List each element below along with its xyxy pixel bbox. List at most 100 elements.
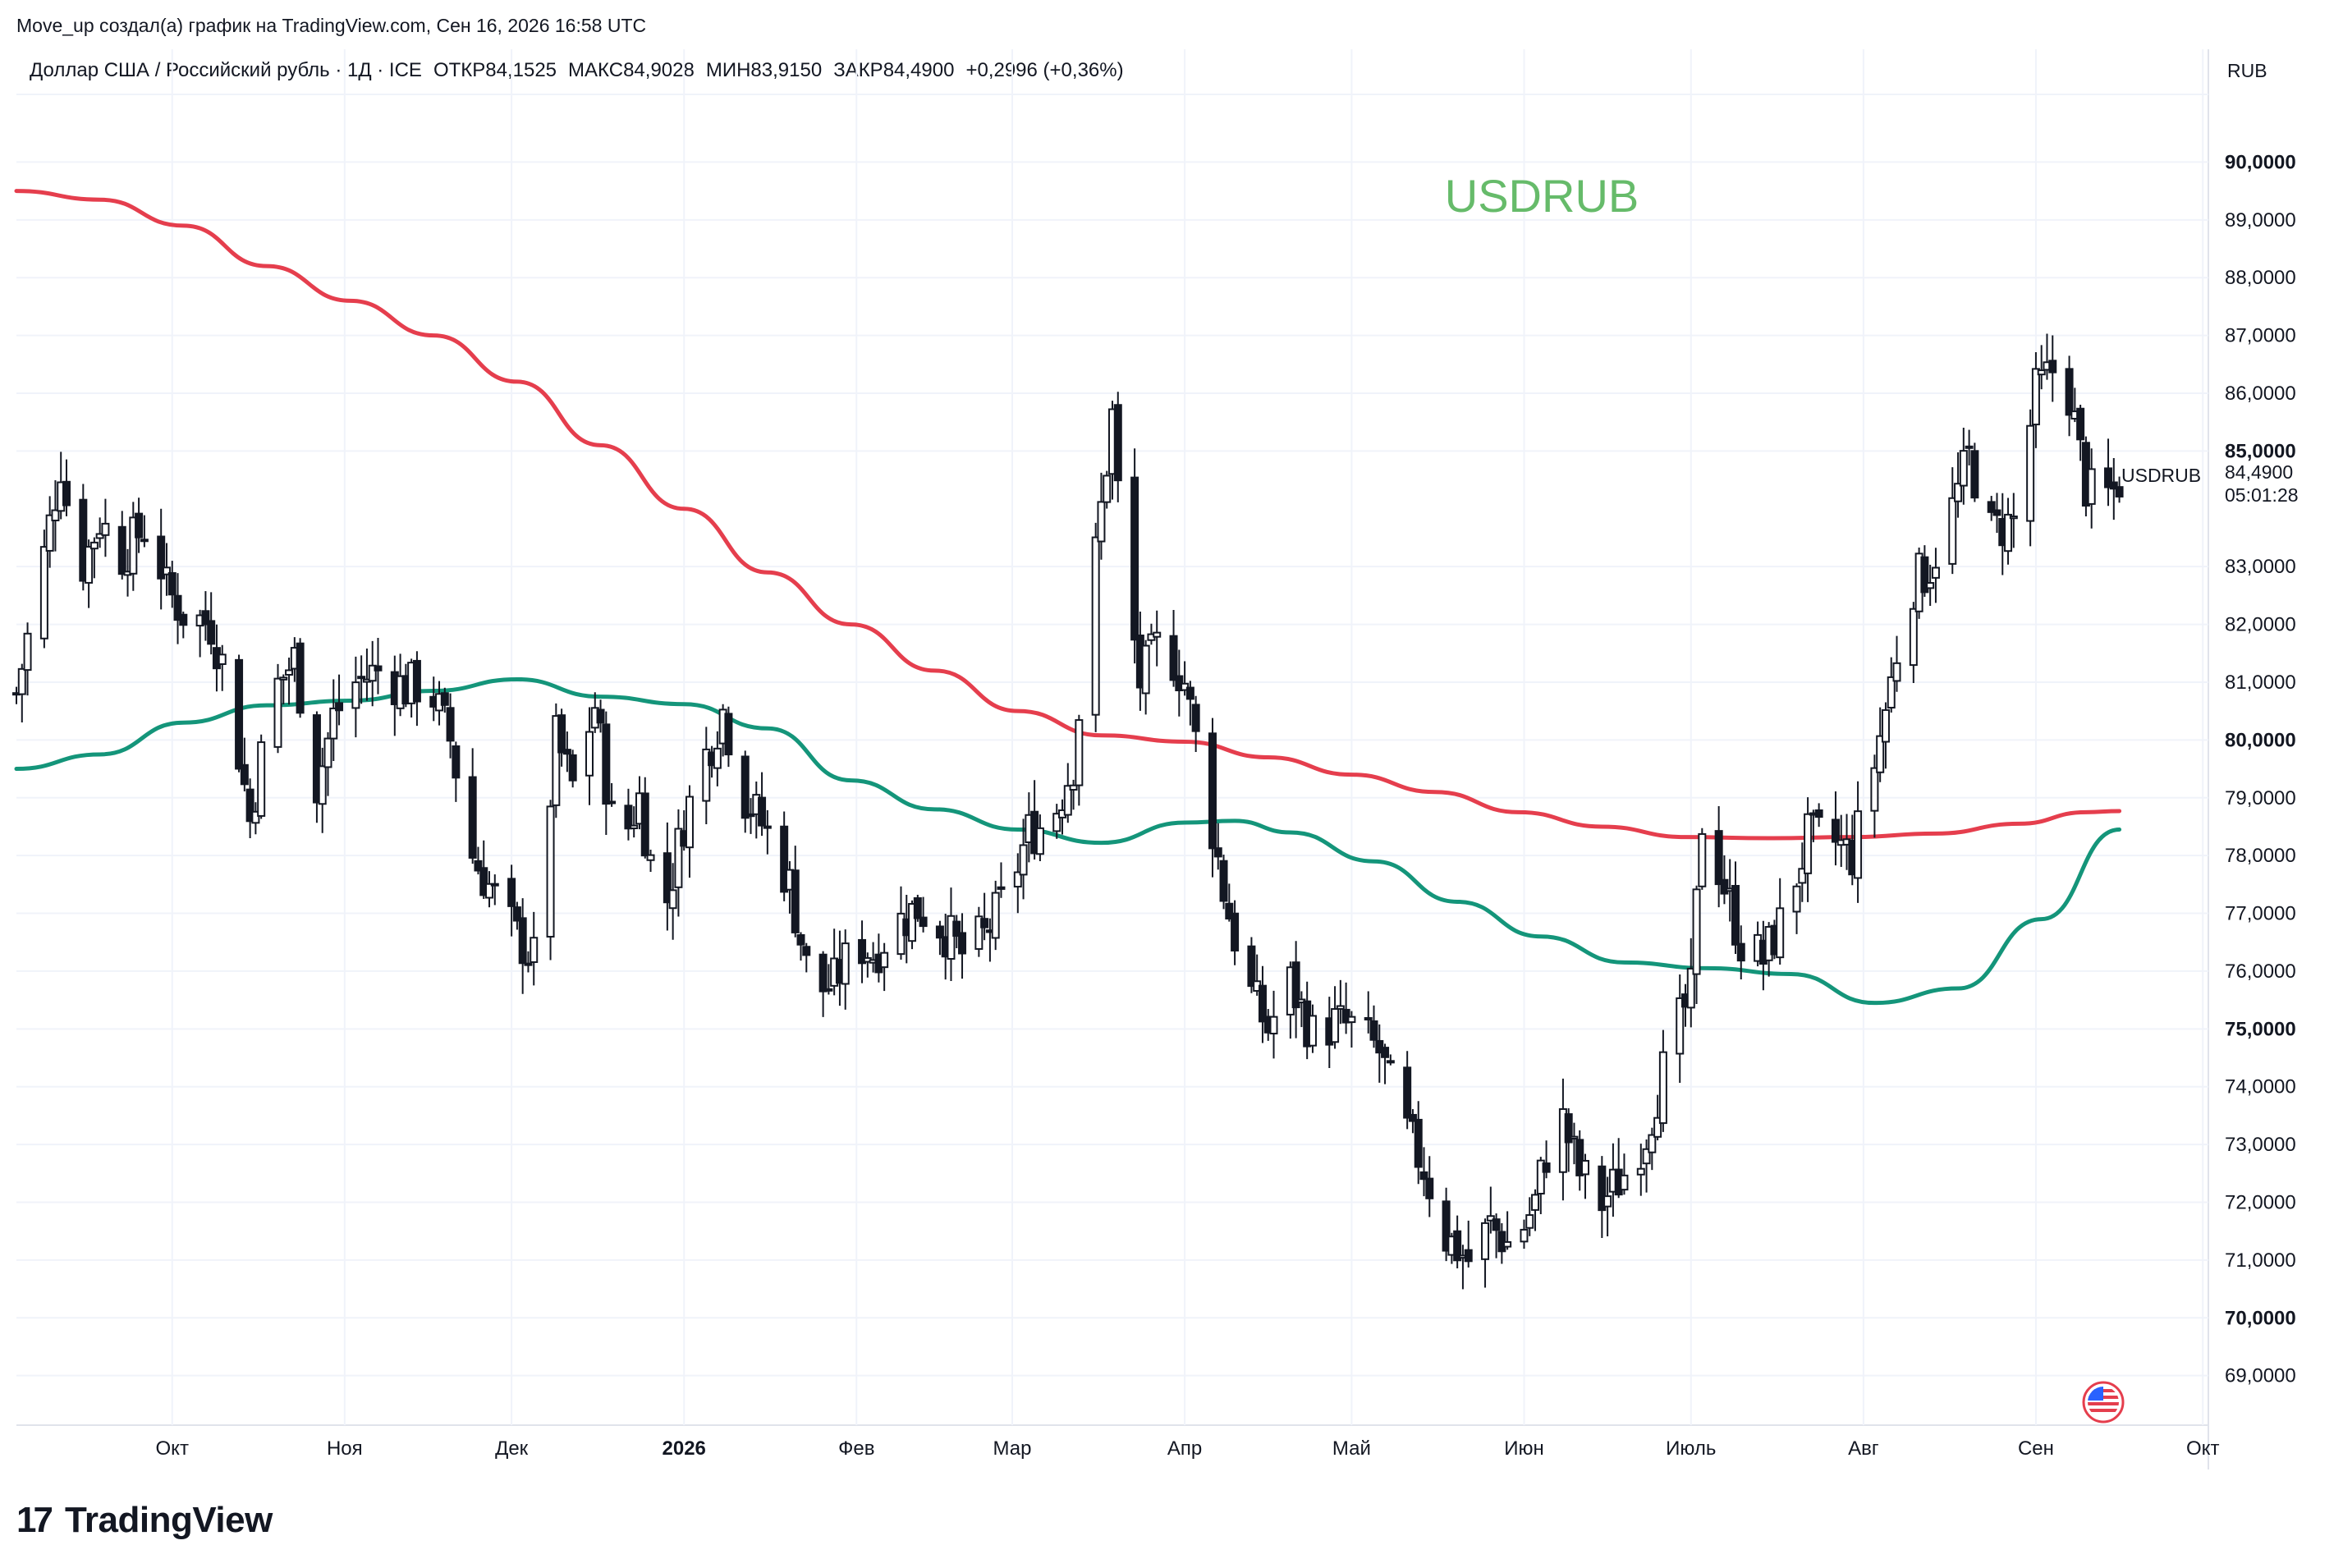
time-tick-label: Сен bbox=[2018, 1437, 2054, 1460]
price-tick-label: 74,0000 bbox=[2225, 1076, 2296, 1098]
candle-body bbox=[685, 795, 694, 849]
candle-body bbox=[1970, 450, 1979, 499]
candle-body bbox=[329, 707, 338, 740]
candle-body bbox=[140, 539, 149, 543]
candle-body bbox=[1854, 810, 1863, 879]
symbol-description[interactable]: Доллар США / Российский рубль · 1Д · ICE bbox=[30, 59, 422, 81]
candle-body bbox=[257, 741, 266, 817]
candle-body bbox=[1648, 1134, 1657, 1153]
candle-body bbox=[758, 796, 767, 827]
candle-body bbox=[1403, 1066, 1412, 1119]
candle-body bbox=[568, 754, 577, 782]
candle-body bbox=[446, 707, 455, 742]
candle-body bbox=[1258, 984, 1267, 1023]
tradingview-wordmark: TradingView bbox=[64, 1500, 273, 1540]
candle-body bbox=[85, 546, 94, 584]
candle-body bbox=[646, 854, 655, 861]
time-tick-label: Июль bbox=[1666, 1437, 1716, 1460]
candle-body bbox=[245, 788, 254, 823]
candle-body bbox=[2048, 360, 2057, 374]
last-price-marker: 84,4900 05:01:28 USDRUB bbox=[2121, 461, 2299, 506]
candle-body bbox=[1347, 1016, 1356, 1024]
candle-body bbox=[1792, 885, 1801, 913]
candle-body bbox=[485, 883, 494, 899]
candle-body bbox=[1636, 1167, 1645, 1176]
candle-body bbox=[1892, 662, 1901, 682]
candle-body bbox=[841, 942, 850, 985]
candle-body bbox=[1536, 1159, 1545, 1194]
close-number: 84,4900 bbox=[883, 59, 955, 81]
candle-body bbox=[791, 869, 800, 933]
candle-body bbox=[935, 925, 944, 939]
price-tick-label: 87,0000 bbox=[2225, 325, 2296, 347]
candle-body bbox=[374, 665, 383, 672]
candle-body bbox=[1075, 719, 1084, 786]
us-flag-icon[interactable] bbox=[2082, 1381, 2125, 1424]
moving-averages bbox=[14, 189, 2122, 1006]
candle-body bbox=[763, 825, 772, 829]
price-tick-label: 76,0000 bbox=[2225, 961, 2296, 983]
price-tick-label: 73,0000 bbox=[2225, 1134, 2296, 1156]
candle-body bbox=[624, 805, 633, 830]
candle-body bbox=[713, 747, 722, 769]
candle-body bbox=[440, 692, 449, 706]
candle-body bbox=[1231, 912, 1240, 951]
candle-body bbox=[1453, 1230, 1462, 1262]
candle-body bbox=[740, 755, 750, 819]
price-tick-label: 79,0000 bbox=[2225, 787, 2296, 809]
candle-body bbox=[1931, 566, 1940, 579]
candle-body bbox=[1169, 635, 1178, 681]
chart-grid bbox=[16, 49, 2209, 1469]
candle-body bbox=[1542, 1162, 1551, 1173]
candle-body bbox=[1225, 902, 1234, 920]
candle-body bbox=[802, 946, 811, 956]
price-axis[interactable]: 90,0000 89,0000 88,0000 87,0000 86,0000 85,00… bbox=[2225, 151, 2296, 1387]
price-tick-label: 81,0000 bbox=[2225, 672, 2296, 694]
candle-body bbox=[908, 902, 917, 942]
candle-body bbox=[1909, 607, 1918, 667]
time-axis[interactable]: Окт Ноя Дек 2026 Фев Мар Апр Май Июн Июль Авг Сен Ок… bbox=[156, 1437, 2220, 1460]
open-value: ОТКР84,1525 bbox=[433, 59, 557, 81]
time-tick-label: 2026 bbox=[663, 1437, 706, 1460]
candle-body bbox=[1269, 1016, 1278, 1035]
candle-body bbox=[602, 723, 611, 805]
candle-body bbox=[1408, 1113, 1417, 1122]
candle-body bbox=[1642, 1148, 1651, 1165]
candle-body bbox=[1308, 1015, 1317, 1047]
candle-body bbox=[1219, 860, 1228, 902]
candle-body bbox=[1386, 1060, 1395, 1064]
tradingview-logo[interactable]: 17 TradingView bbox=[16, 1496, 273, 1545]
currency-button[interactable]: RUB bbox=[2227, 60, 2267, 81]
candle-body bbox=[546, 805, 555, 938]
candle-body bbox=[39, 546, 48, 640]
low-value: МИН83,9150 bbox=[706, 59, 822, 81]
time-tick-label: Авг bbox=[1848, 1437, 1879, 1460]
low-label: МИН bbox=[705, 59, 751, 81]
candle-body bbox=[674, 828, 683, 888]
candle-body bbox=[2026, 424, 2035, 522]
high-label: МАКС bbox=[568, 59, 624, 81]
candle-body bbox=[1503, 1240, 1512, 1248]
candle-body bbox=[368, 664, 377, 682]
candle-body bbox=[1481, 1222, 1490, 1260]
time-tick-label: Май bbox=[1332, 1437, 1371, 1460]
candle-body bbox=[490, 883, 499, 887]
candle-body bbox=[218, 653, 227, 665]
candle-body bbox=[663, 852, 672, 904]
price-tick-label: 89,0000 bbox=[2225, 209, 2296, 232]
candle-body bbox=[557, 714, 566, 754]
candle-body bbox=[1097, 501, 1106, 543]
candle-body bbox=[518, 917, 527, 965]
candle-body bbox=[512, 906, 521, 922]
candle-body bbox=[1291, 961, 1300, 1009]
candle-body bbox=[1581, 1159, 1590, 1176]
candle-body bbox=[507, 878, 516, 907]
candle-body bbox=[1948, 497, 1957, 565]
time-tick-label: Апр bbox=[1167, 1437, 1202, 1460]
candle-body bbox=[45, 514, 54, 552]
time-tick-label: Ноя bbox=[327, 1437, 363, 1460]
candle-body bbox=[1486, 1215, 1495, 1222]
candle-body bbox=[1720, 878, 1729, 895]
candle-body bbox=[1881, 708, 1890, 743]
